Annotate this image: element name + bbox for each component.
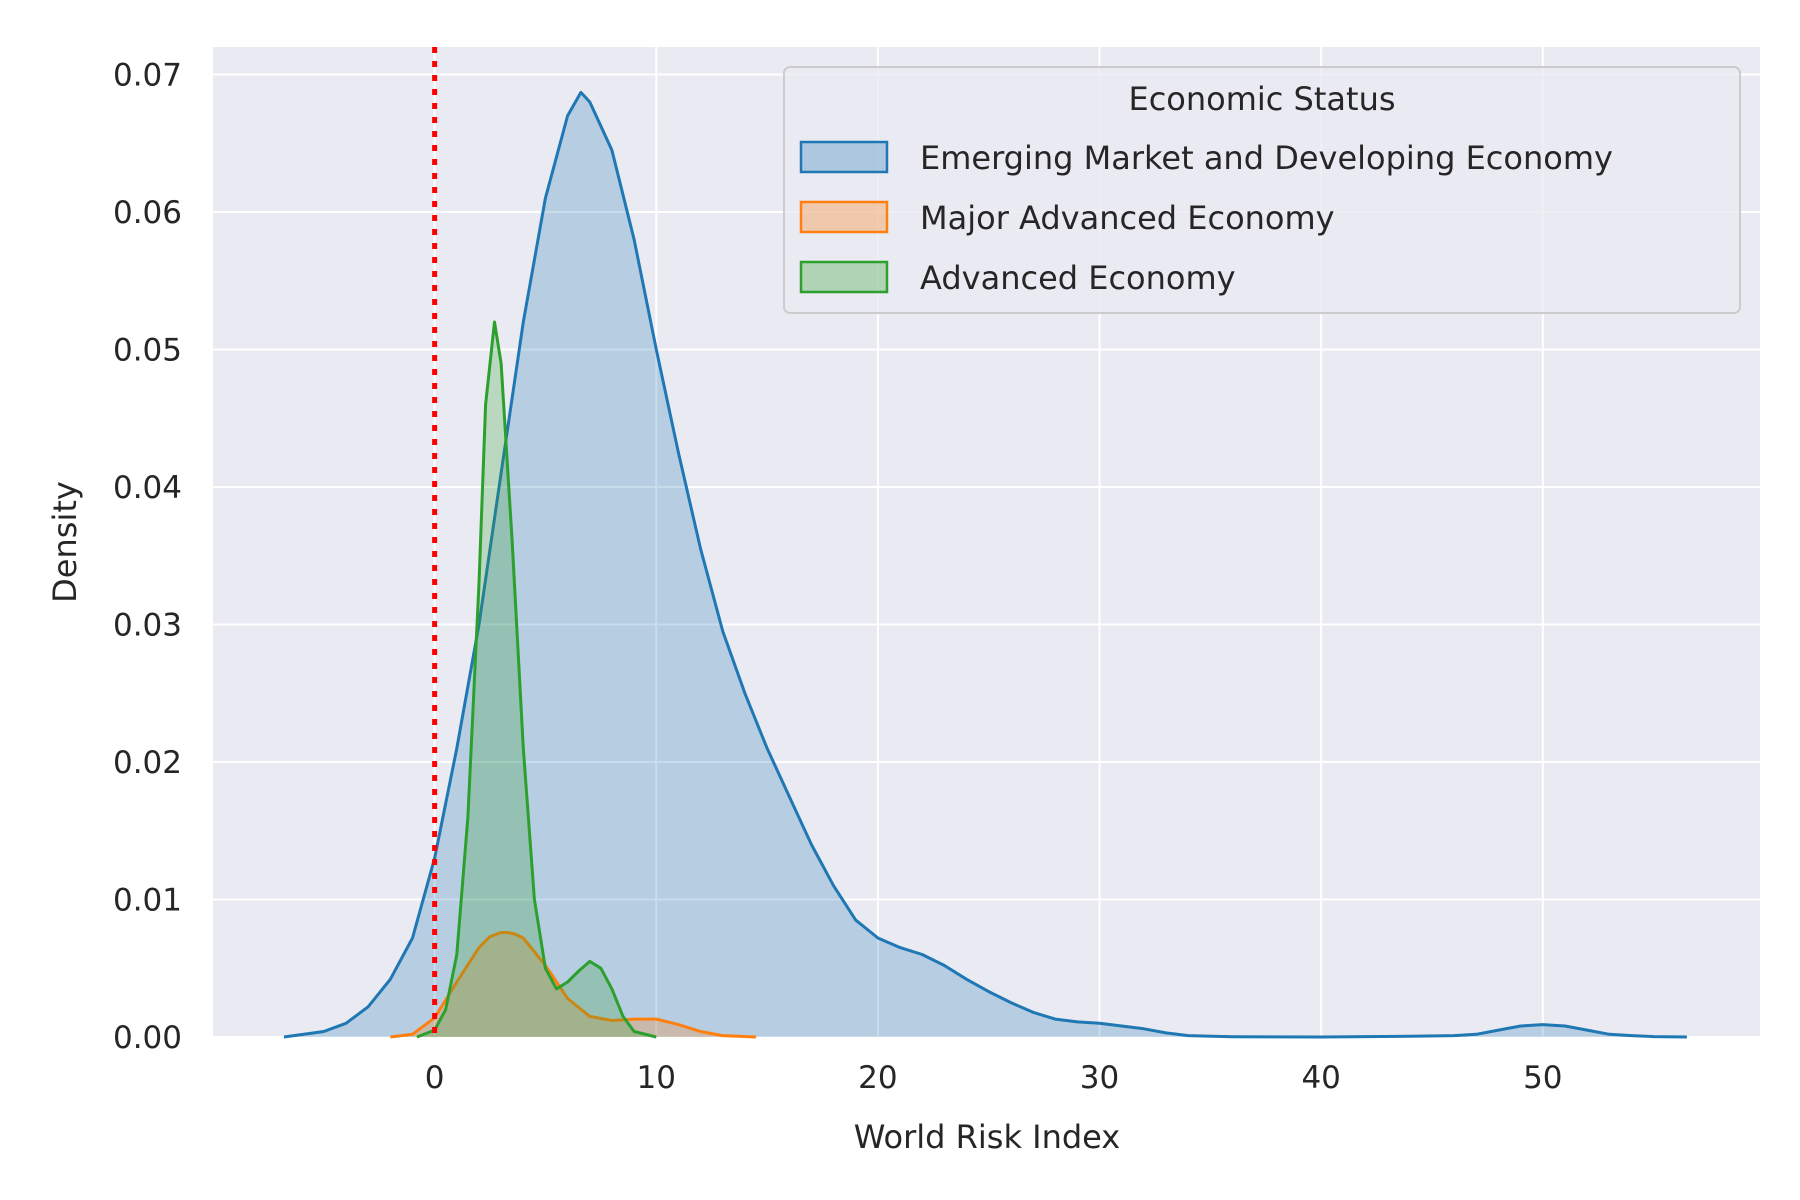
series-area-1 [390,932,756,1037]
series-area-2 [416,322,657,1037]
x-axis-label: World Risk Index [854,1118,1120,1156]
y-tick-label: 0.06 [113,195,182,231]
y-tick-label: 0.03 [113,608,182,644]
y-tick-label: 0.02 [113,745,182,781]
x-tick-label: 40 [1301,1060,1340,1096]
y-tick-labels: 0.00 0.01 0.02 0.03 0.04 0.05 0.06 0.07 [113,58,182,1057]
series-line-1 [390,931,757,1039]
legend: Economic Status Emerging Market and Deve… [783,66,1741,314]
legend-label-1: Major Advanced Economy [920,199,1335,237]
y-tick-label: 0.04 [113,470,182,506]
series-area-0 [283,92,1687,1037]
x-tick-labels: 0 10 20 30 40 50 [425,1060,1563,1096]
x-tick-label: 50 [1523,1060,1562,1096]
x-tick-label: 0 [425,1060,445,1096]
series-line-2 [416,320,657,1039]
legend-label-0: Emerging Market and Developing Economy [920,139,1613,177]
y-tick-label: 0.01 [113,883,182,919]
y-tick-label: 0.07 [113,58,182,94]
y-axis-label: Density [46,481,84,603]
x-tick-label: 30 [1080,1060,1119,1096]
legend-swatch-2 [799,260,889,294]
y-tick-label: 0.00 [113,1020,182,1056]
series-layer [283,90,1687,1039]
legend-swatch-1 [799,200,889,234]
y-tick-label: 0.05 [113,333,182,369]
legend-title: Economic Status [1128,80,1395,118]
legend-items: Emerging Market and Developing Economy Ma… [799,139,1613,297]
x-tick-label: 20 [858,1060,897,1096]
x-tick-label: 10 [637,1060,676,1096]
legend-swatch-0 [799,140,889,174]
series-line-0 [283,90,1687,1039]
legend-frame [783,66,1741,314]
legend-label-2: Advanced Economy [920,259,1236,297]
